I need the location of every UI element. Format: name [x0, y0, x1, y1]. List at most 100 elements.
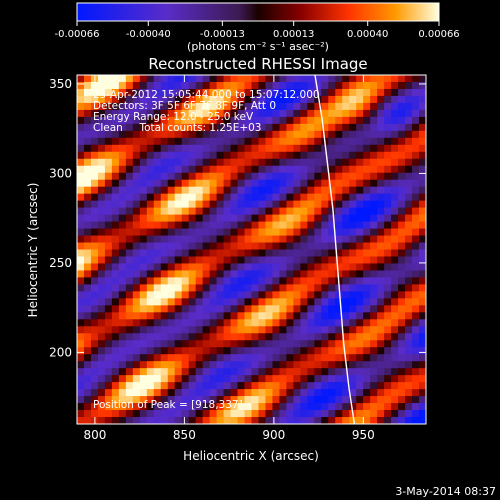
heatmap-cell: [230, 368, 239, 376]
heatmap-cell: [244, 81, 253, 90]
heatmap-cell: [405, 144, 413, 153]
heatmap-cell: [286, 95, 294, 104]
heatmap-cell: [146, 298, 155, 306]
heatmap-cell: [391, 137, 399, 146]
heatmap-cell: [244, 417, 253, 424]
heatmap-cell: [244, 270, 253, 279]
heatmap-cell: [174, 81, 183, 90]
heatmap-cell: [153, 410, 162, 418]
heatmap-cell: [125, 270, 134, 279]
heatmap-cell: [321, 368, 329, 376]
heatmap-cell: [363, 389, 371, 397]
heatmap-cell: [230, 137, 239, 146]
heatmap-cell: [286, 81, 294, 90]
heatmap-cell: [356, 130, 364, 139]
heatmap-cell: [314, 200, 322, 209]
heatmap-cell: [335, 214, 343, 223]
heatmap-cell: [405, 193, 413, 202]
heatmap-cell: [132, 193, 141, 202]
heatmap-cell: [412, 207, 420, 216]
heatmap-cell: [118, 382, 127, 390]
heatmap-cell: [328, 102, 336, 111]
heatmap-cell: [258, 375, 267, 383]
heatmap-cell: [230, 305, 239, 313]
heatmap-cell: [153, 151, 162, 160]
heatmap-cell: [412, 305, 420, 313]
heatmap-cell: [342, 277, 350, 285]
heatmap-cell: [202, 228, 211, 237]
heatmap-cell: [83, 291, 92, 299]
heatmap-cell: [90, 88, 99, 97]
heatmap-cell: [202, 109, 211, 118]
heatmap-cell: [90, 130, 99, 139]
heatmap-cell: [160, 333, 169, 341]
heatmap-cell: [230, 333, 239, 341]
heatmap-cell: [405, 151, 413, 160]
heatmap-cell: [363, 298, 371, 306]
heatmap-cell: [272, 109, 281, 118]
heatmap-cell: [195, 172, 204, 181]
heatmap-cell: [251, 368, 260, 376]
heatmap-cell: [139, 81, 148, 90]
heatmap-cell: [104, 284, 113, 292]
heatmap-cell: [230, 375, 239, 383]
heatmap-cell: [377, 102, 385, 111]
heatmap-cell: [356, 172, 364, 181]
heatmap-cell: [307, 207, 315, 216]
heatmap-cell: [405, 207, 413, 216]
heatmap-cell: [398, 312, 406, 320]
heatmap-cell: [125, 200, 134, 209]
heatmap-cell: [356, 193, 364, 202]
heatmap-cell: [286, 333, 294, 341]
heatmap-cell: [216, 312, 225, 320]
heatmap-cell: [90, 102, 99, 111]
heatmap-cell: [118, 235, 127, 244]
heatmap-cell: [391, 319, 399, 327]
heatmap-cell: [174, 130, 183, 139]
heatmap-cell: [419, 109, 426, 118]
heatmap-cell: [77, 305, 85, 313]
heatmap-cell: [335, 396, 343, 404]
heatmap-cell: [363, 291, 371, 299]
heatmap-cell: [398, 242, 406, 251]
heatmap-cell: [412, 333, 420, 341]
heatmap-cell: [314, 284, 322, 292]
heatmap-cell: [328, 347, 336, 355]
heatmap-cell: [111, 347, 120, 355]
heatmap-cell: [174, 102, 183, 111]
heatmap-cell: [167, 354, 176, 362]
heatmap-cell: [286, 165, 294, 174]
heatmap-cell: [377, 172, 385, 181]
heatmap-cell: [370, 284, 378, 292]
heatmap-cell: [314, 116, 322, 125]
heatmap-cell: [279, 298, 287, 306]
heatmap-cell: [160, 235, 169, 244]
heatmap-cell: [146, 242, 155, 251]
heatmap-cell: [174, 340, 183, 348]
heatmap-cell: [391, 200, 399, 209]
heatmap-cell: [90, 277, 99, 285]
heatmap-cell: [384, 403, 392, 411]
heatmap-cell: [188, 361, 197, 369]
heatmap-cell: [391, 228, 399, 237]
heatmap-cell: [237, 207, 246, 216]
heatmap-cell: [293, 75, 301, 83]
heatmap-cell: [258, 75, 267, 83]
heatmap-cell: [174, 403, 183, 411]
heatmap-cell: [363, 75, 371, 83]
heatmap-cell: [146, 354, 155, 362]
heatmap-cell: [398, 354, 406, 362]
heatmap-cell: [153, 207, 162, 216]
heatmap-cell: [328, 340, 336, 348]
heatmap-cell: [398, 95, 406, 104]
heatmap-cell: [139, 340, 148, 348]
heatmap-cell: [90, 214, 99, 223]
heatmap-cell: [223, 144, 232, 153]
heatmap-cell: [377, 165, 385, 174]
heatmap-cell: [132, 382, 141, 390]
heatmap-cell: [125, 361, 134, 369]
heatmap-cell: [181, 151, 190, 160]
heatmap-cell: [251, 151, 260, 160]
heatmap-cell: [195, 347, 204, 355]
heatmap-cell: [216, 277, 225, 285]
